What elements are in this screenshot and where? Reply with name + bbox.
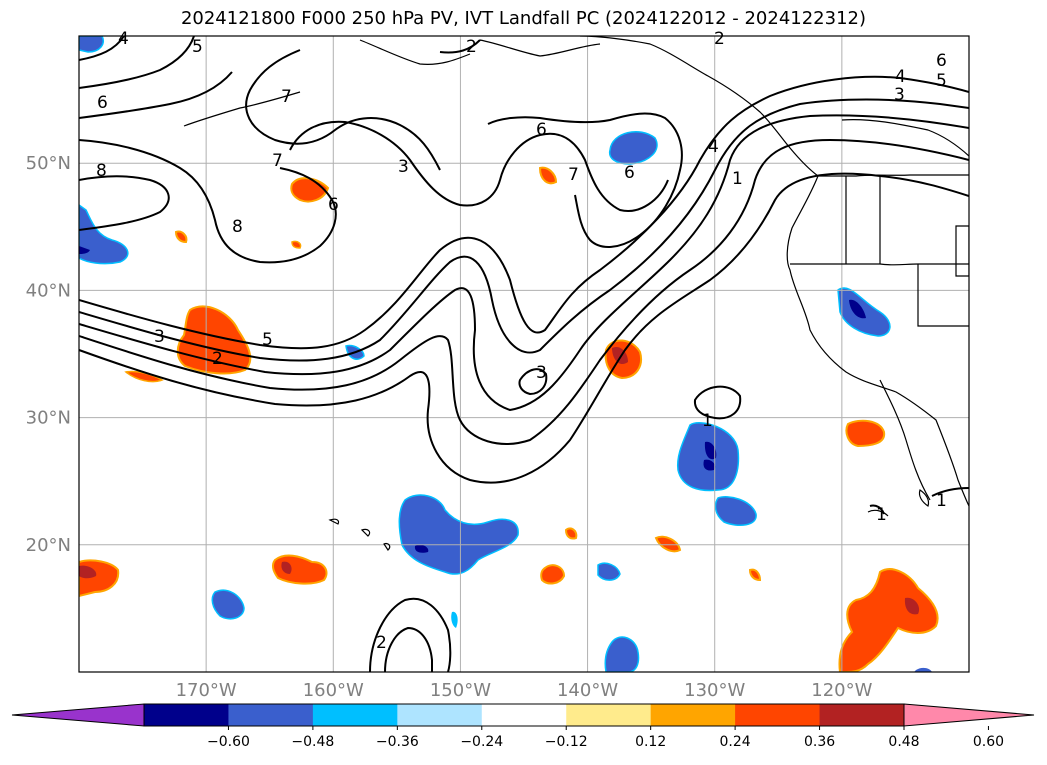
colorbar	[11, 703, 1035, 727]
contour-label: 1	[936, 491, 947, 511]
colorbar-swatch	[144, 704, 229, 726]
ivt-negative-shading	[79, 36, 932, 672]
colorbar-tick-label: −0.36	[376, 734, 419, 750]
contour-label: 2	[466, 37, 477, 57]
colorbar-extend-high	[903, 703, 1035, 727]
contour-label: 5	[192, 37, 203, 57]
contour-label: 8	[96, 161, 107, 181]
colorbar-tick-label: 0.36	[804, 734, 835, 750]
latitude-tick-label: 30°N	[26, 408, 71, 429]
colorbar-tick-label: −0.12	[545, 734, 588, 750]
contour-label: 3	[536, 363, 547, 383]
contour-label: 6	[624, 163, 635, 183]
contour-label: 1	[876, 505, 887, 525]
colorbar-swatch	[566, 704, 652, 726]
contour-label: 6	[328, 195, 339, 215]
map-gridlines	[79, 36, 969, 672]
colorbar-swatch	[650, 704, 736, 726]
contour-label: 6	[536, 120, 547, 140]
contour-label: 8	[232, 217, 243, 237]
colorbar-tick-labels: −0.60 −0.48 −0.36 −0.24 −0.12 0.12 0.24 0.36 0.4…	[207, 726, 1004, 750]
contour-label: 2	[212, 349, 223, 369]
colorbar-outline	[143, 703, 905, 727]
contour-label: 2	[714, 29, 725, 49]
colorbar-swatch	[397, 704, 483, 726]
contour-label: 7	[272, 151, 283, 171]
longitude-tick-label: 170°W	[176, 680, 237, 701]
latitude-tick-label: 40°N	[26, 280, 71, 301]
contour-label: 3	[398, 157, 409, 177]
contour-label: 7	[281, 87, 292, 107]
map-title: 2024121800 F000 250 hPa PV, IVT Landfall…	[180, 8, 867, 29]
latitude-tick-label: 20°N	[26, 535, 71, 556]
contour-label: 3	[894, 85, 905, 105]
colorbar-swatch	[228, 704, 314, 726]
coastlines	[183, 36, 969, 551]
colorbar-tick-label: 0.12	[635, 734, 666, 750]
contour-label: 2	[376, 633, 387, 653]
colorbar-extend-low	[11, 703, 145, 727]
colorbar-swatch	[312, 704, 398, 726]
map-frame	[78, 35, 970, 673]
longitude-tick-label: 160°W	[303, 680, 364, 701]
longitude-tick-label: 150°W	[430, 680, 491, 701]
contour-label: 4	[895, 67, 906, 87]
contour-label: 6	[97, 93, 108, 113]
colorbar-swatch	[481, 704, 567, 726]
colorbar-tick-label: −0.48	[291, 734, 334, 750]
pv-contours	[79, 36, 969, 672]
contour-label: 5	[936, 71, 947, 91]
contour-label: 3	[154, 327, 165, 347]
contour-label: 5	[262, 330, 273, 350]
colorbar-tick-label: −0.60	[207, 734, 250, 750]
contour-label: 4	[118, 29, 129, 49]
contour-label: 7	[568, 165, 579, 185]
latitude-tick-label: 50°N	[26, 153, 71, 174]
colorbar-swatch	[819, 704, 905, 726]
latitude-labels: 50°N 40°N 30°N 20°N	[26, 153, 71, 556]
longitude-tick-label: 120°W	[811, 680, 872, 701]
contour-label: 1	[732, 169, 743, 189]
contour-label: 1	[702, 411, 713, 431]
longitude-tick-label: 140°W	[557, 680, 618, 701]
colorbar-swatch	[735, 704, 821, 726]
contour-label: 4	[708, 137, 719, 157]
colorbar-tick-label: 0.48	[888, 734, 919, 750]
longitude-tick-label: 130°W	[684, 680, 745, 701]
longitude-labels: 170°W 160°W 150°W 140°W 130°W 120°W	[176, 680, 873, 701]
contour-labels: 4 5 2 2 6 7 6 8 7 6 8 3 3 5 2 7 6 4 1 3 …	[96, 29, 947, 653]
colorbar-tick-label: −0.24	[460, 734, 503, 750]
colorbar-tick-label: 0.60	[973, 734, 1004, 750]
colorbar-tick-label: 0.24	[720, 734, 751, 750]
contour-label: 6	[936, 51, 947, 71]
